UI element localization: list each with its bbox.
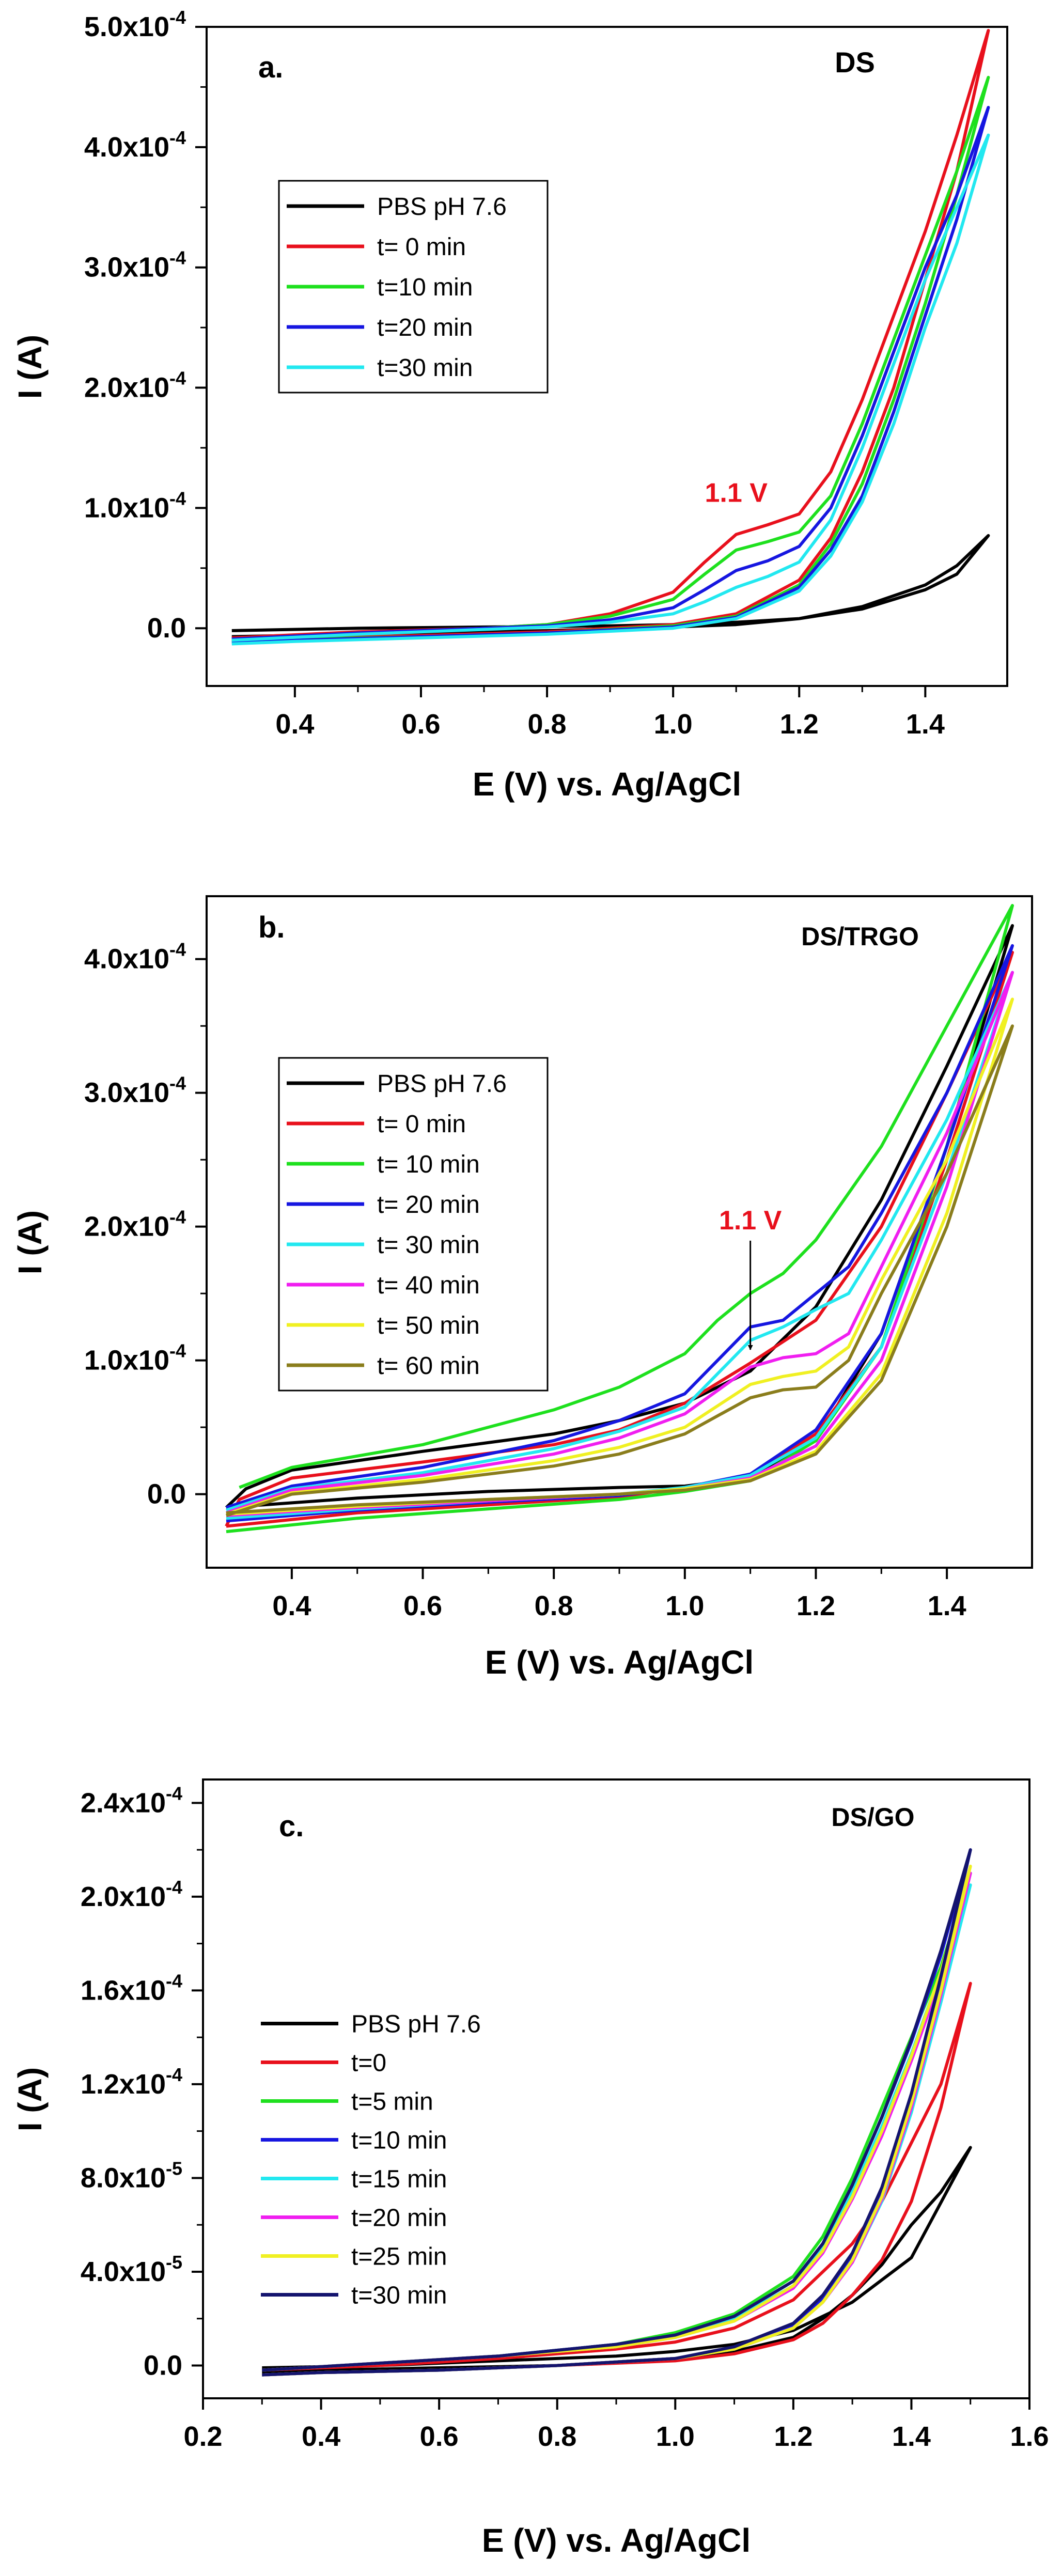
legend-label: t= 40 min: [377, 1272, 480, 1299]
peak-annotation: 1.1 V: [705, 478, 768, 508]
y-axis-label: I (A): [11, 2067, 49, 2131]
series-group: [231, 29, 990, 646]
x-tick-label: 0.6: [420, 2421, 459, 2452]
series-line-t-10-min: [226, 904, 1014, 1534]
panel-label: b.: [258, 911, 285, 944]
x-axis-label: E (V) vs. Ag/AgCl: [473, 766, 741, 803]
x-tick-label: 0.4: [272, 1590, 311, 1621]
legend-label: t=30 min: [377, 354, 473, 382]
series-group: [262, 1848, 972, 2377]
x-tick-label: 0.8: [538, 2421, 576, 2452]
legend-label: PBS pH 7.6: [351, 2011, 481, 2038]
y-tick-label: 3.0x10-4: [84, 1073, 186, 1109]
y-tick-label: 2.0x10-4: [81, 1877, 182, 1912]
x-tick-label: 1.2: [780, 709, 819, 740]
legend-label: t=10 min: [377, 274, 473, 301]
chart-title: DS: [835, 46, 875, 79]
y-axis-label: I (A): [11, 1210, 49, 1274]
series-group: [225, 904, 1014, 1534]
legend-label: t= 10 min: [377, 1151, 480, 1178]
legend-label: t=10 min: [351, 2127, 447, 2155]
x-tick-label: 1.0: [665, 1590, 704, 1621]
x-tick-label: 1.0: [654, 709, 693, 740]
y-tick-label: 5.0x10-4: [84, 7, 186, 42]
series-line-t-30-min: [231, 133, 990, 646]
series-line-pbs-ph-7-6: [225, 924, 1014, 1509]
y-tick-label: 1.6x10-4: [81, 1970, 182, 2006]
series-line-t-60-min: [226, 1024, 1014, 1517]
y-tick-label: 8.0x10-5: [81, 2158, 182, 2193]
legend-label: t=25 min: [351, 2243, 447, 2271]
x-tick-label: 1.4: [892, 2421, 931, 2452]
y-tick-label: 1.0x10-4: [84, 1340, 186, 1376]
series-line-t-0-min: [231, 29, 990, 642]
legend-label: PBS pH 7.6: [377, 193, 507, 221]
y-tick-label: 0.0: [147, 613, 186, 644]
legend: PBS pH 7.6 t=0 t=5 min t=10 min t=15 min t=20…: [261, 2011, 481, 2309]
y-axis-label: I (A): [11, 335, 49, 399]
x-tick-label: 1.6: [1010, 2421, 1049, 2452]
y-tick-label: 2.4x10-4: [81, 1783, 182, 1818]
y-tick-label: 0.0: [144, 2350, 182, 2381]
x-tick-label: 0.2: [183, 2421, 222, 2452]
legend-label: t=15 min: [351, 2166, 447, 2193]
y-tick-label: 3.0x10-4: [84, 247, 186, 283]
y-tick-label: 2.0x10-4: [84, 1207, 186, 1242]
y-tick-label: 4.0x10-5: [81, 2252, 182, 2287]
x-tick-label: 0.8: [528, 709, 567, 740]
x-tick-label: 0.6: [403, 1590, 442, 1621]
x-tick-label: 1.2: [797, 1590, 835, 1621]
series-line-t-0: [262, 1981, 972, 2377]
x-tick-label: 0.6: [401, 709, 440, 740]
y-tick-label: 4.0x10-4: [84, 127, 186, 163]
y-tick-label: 0.0: [147, 1479, 186, 1510]
x-tick-label: 1.2: [774, 2421, 813, 2452]
x-tick-label: 1.4: [928, 1590, 966, 1621]
x-axis-label: E (V) vs. Ag/AgCl: [482, 2522, 751, 2559]
legend-label: t= 50 min: [377, 1312, 480, 1339]
legend-label: t=30 min: [351, 2282, 447, 2309]
panel-label: c.: [279, 1809, 304, 1843]
x-tick-label: 1.0: [656, 2421, 695, 2452]
x-tick-label: 0.4: [302, 2421, 340, 2452]
panel-a: 0.4 0.6 0.8 1.0 1.2 1.4 0.0 1.0x10-4 2.0x10-4 3.0…: [11, 7, 1008, 803]
y-tick-label: 4.0x10-4: [84, 939, 186, 975]
panel-b: 0.4 0.6 0.8 1.0 1.2 1.4 0.0 1.0x10-4 2.0x10-4 3.0…: [11, 895, 1033, 1681]
plot-frame: [202, 1778, 1030, 2399]
legend-label: t= 0 min: [377, 233, 466, 261]
chart-title: DS/GO: [831, 1803, 914, 1832]
legend-label: t= 60 min: [377, 1352, 480, 1380]
x-axis-label: E (V) vs. Ag/AgCl: [485, 1644, 754, 1681]
chart-title: DS/TRGO: [801, 922, 919, 951]
x-tick-label: 0.8: [535, 1590, 573, 1621]
legend: PBS pH 7.6 t= 0 min t=10 min t=20 min t=30 m…: [278, 180, 549, 394]
legend-label: t= 30 min: [377, 1231, 480, 1259]
peak-annotation: 1.1 V: [719, 1206, 782, 1236]
x-tick-label: 1.4: [906, 709, 945, 740]
panel-label: a.: [258, 51, 283, 84]
y-tick-label: 1.0x10-4: [84, 488, 186, 523]
x-tick-label: 0.4: [275, 709, 314, 740]
panel-c: 0.2 0.4 0.6 0.8 1.0 1.2 1.4 1.6 0.0 4.0x10-5 8.0x1…: [11, 1778, 1049, 2559]
legend-label: t=0: [351, 2050, 386, 2077]
legend-label: t=5 min: [351, 2088, 433, 2116]
legend-label: t= 0 min: [377, 1111, 466, 1138]
y-tick-label: 2.0x10-4: [84, 368, 186, 403]
legend-label: t= 20 min: [377, 1191, 480, 1219]
series-line-t-30-min: [262, 1848, 972, 2377]
legend-box: [278, 1057, 549, 1392]
plot-frame: [206, 26, 1008, 687]
legend-label: t=20 min: [351, 2205, 447, 2232]
legend-label: PBS pH 7.6: [377, 1070, 507, 1098]
y-tick-label: 1.2x10-4: [81, 2064, 182, 2100]
legend: PBS pH 7.6 t= 0 min t= 10 min t= 20 min t= 3…: [278, 1057, 549, 1392]
legend-label: t=20 min: [377, 314, 473, 341]
